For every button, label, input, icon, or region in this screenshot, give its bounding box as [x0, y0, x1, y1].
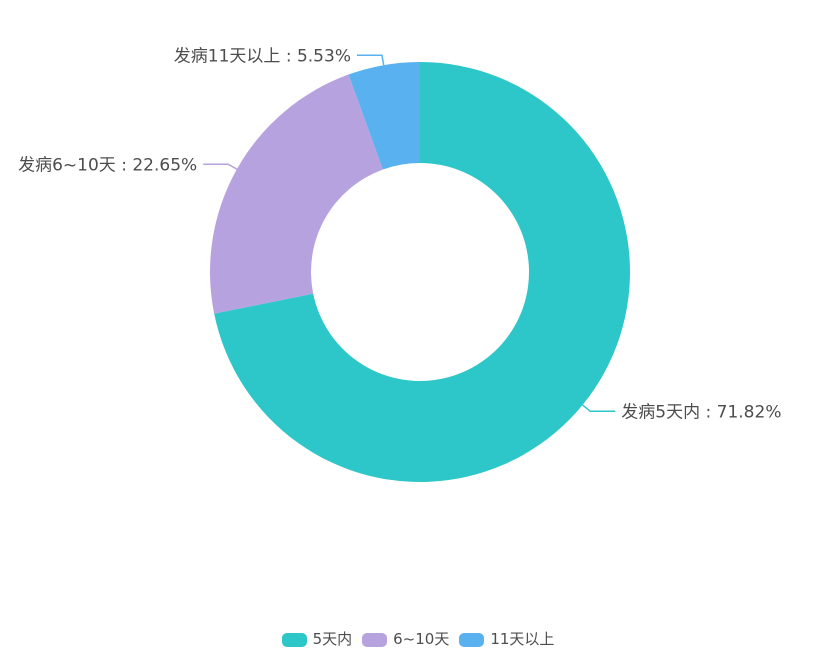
legend-item-5-days-or-less[interactable]: 5天内: [281, 630, 353, 648]
label-line-5-days-or-less: [582, 404, 616, 413]
slice-label-6-to-10-days: 发病6~10天 : 22.65%: [18, 155, 197, 175]
pie-slice-6-to-10-days[interactable]: [210, 74, 383, 314]
legend-item-11-days-or-more[interactable]: 11天以上: [459, 632, 554, 647]
legend-swatch-11-days-or-more: [459, 632, 485, 647]
legend-label-5-days-or-less: 5天内: [312, 630, 353, 648]
legend-label-11-days-or-more: 11天以上: [490, 630, 555, 648]
slice-label-5-days-or-less: 发病5天内 : 71.82%: [621, 402, 781, 422]
label-line-11-days-or-more: [356, 54, 385, 66]
pie-slice-5-days-or-less[interactable]: [214, 62, 630, 483]
label-line-6-to-10-days: [203, 163, 238, 170]
chart-legend: 5天内 6~10天 11天以上: [0, 632, 836, 647]
slice-label-11-days-or-more: 发病11天以上 : 5.53%: [174, 46, 351, 66]
legend-swatch-6-to-10-days: [362, 632, 388, 647]
donut-chart-canvas: 发病5天内 : 71.82% 发病6~10天 : 22.65% 发病11天以上 : …: [18, 46, 781, 483]
legend-swatch-5-days-or-less: [281, 632, 307, 647]
legend-label-6-to-10-days: 6~10天: [393, 630, 450, 648]
pie-slice-11-days-or-more[interactable]: [348, 62, 420, 170]
legend-item-6-to-10-days[interactable]: 6~10天: [362, 632, 449, 647]
